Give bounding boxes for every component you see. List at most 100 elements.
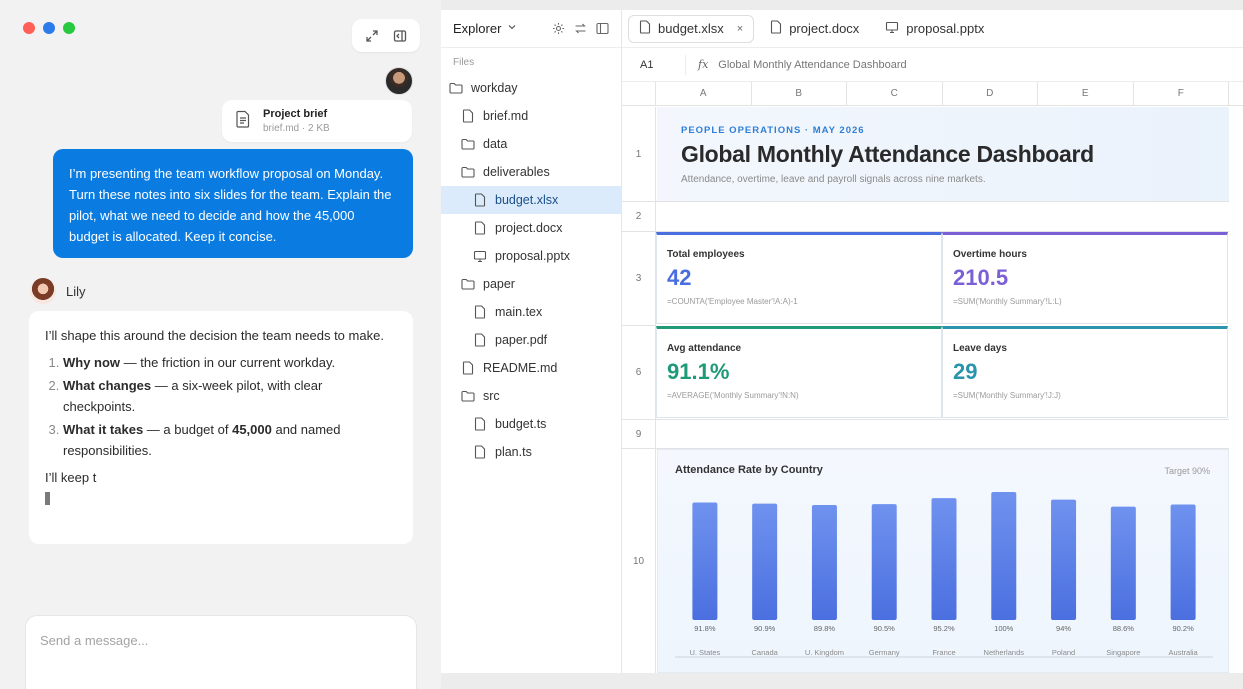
row-header[interactable]: 2: [622, 202, 656, 232]
tree-item[interactable]: paper: [441, 270, 621, 298]
column-header[interactable]: F: [1134, 82, 1229, 105]
row-header[interactable]: 3: [622, 232, 656, 326]
chart-bar[interactable]: [1110, 506, 1136, 620]
column-header[interactable]: C: [847, 82, 943, 105]
zoom-window-button[interactable]: [63, 22, 75, 34]
cell-reference[interactable]: A1: [622, 54, 686, 75]
category-label: France: [932, 648, 955, 657]
row-divider: [656, 201, 1229, 202]
category-label: Australia: [1169, 648, 1199, 657]
gear-icon[interactable]: [552, 22, 565, 35]
bar-value-label: 95.2%: [933, 624, 955, 633]
attachment-card[interactable]: Project brief brief.md · 2 KB: [222, 100, 412, 142]
formula-input[interactable]: Global Monthly Attendance Dashboard: [718, 58, 907, 71]
tab-proposal-pptx[interactable]: proposal.pptx: [875, 15, 994, 43]
row-header[interactable]: 1: [622, 107, 656, 202]
formula-bar: A1 fx Global Monthly Attendance Dashboar…: [622, 48, 1243, 82]
swap-icon[interactable]: [574, 22, 587, 35]
chart-bar[interactable]: [811, 505, 837, 620]
bar-value-label: 90.2%: [1172, 624, 1194, 633]
tree-item[interactable]: deliverables: [441, 158, 621, 186]
close-tab-icon[interactable]: ×: [736, 22, 744, 35]
file-icon: [473, 333, 487, 347]
tree-item[interactable]: brief.md: [441, 102, 621, 130]
row-header[interactable]: 9: [622, 420, 656, 449]
bar-value-label: 89.8%: [814, 624, 836, 633]
kpi-value: 29: [953, 359, 978, 384]
tree-item[interactable]: plan.ts: [441, 438, 621, 466]
composer: [25, 615, 417, 689]
kpi-card-total-employees[interactable]: Total employees 42 =COUNTA('Employee Mas…: [656, 232, 942, 324]
chart-bar[interactable]: [871, 504, 897, 620]
category-label: Singapore: [1106, 648, 1140, 657]
column-header[interactable]: B: [752, 82, 847, 105]
chart-bar[interactable]: [991, 492, 1017, 620]
chart-bar[interactable]: [692, 502, 718, 620]
banner-eyebrow: PEOPLE OPERATIONS · MAY 2026: [681, 125, 865, 136]
tree-item[interactable]: budget.ts: [441, 410, 621, 438]
assistant-header: Lily: [30, 278, 86, 304]
row-header[interactable]: 6: [622, 326, 656, 420]
sidebar-toggle-icon[interactable]: [391, 27, 409, 45]
kpi-label: Leave days: [953, 343, 1007, 354]
folder-icon: [461, 165, 475, 179]
assistant-partial: I’ll keep t: [45, 470, 97, 485]
tree-item[interactable]: src: [441, 382, 621, 410]
tree-item-label: data: [483, 137, 508, 151]
panel-icon[interactable]: [596, 22, 609, 35]
file-icon: [461, 361, 475, 375]
tree-item[interactable]: main.tex: [441, 298, 621, 326]
select-all-corner[interactable]: [622, 82, 656, 105]
tree-item[interactable]: paper.pdf: [441, 326, 621, 354]
explorer-title[interactable]: Explorer: [453, 21, 502, 36]
document-icon: [235, 110, 251, 133]
tree-item[interactable]: data: [441, 130, 621, 158]
close-window-button[interactable]: [23, 22, 35, 34]
column-header[interactable]: E: [1038, 82, 1134, 105]
tree-item[interactable]: proposal.pptx: [441, 242, 621, 270]
kpi-card-avg-attendance[interactable]: Avg attendance 91.1% =AVERAGE('Monthly S…: [656, 326, 942, 418]
tab-project-docx[interactable]: project.docx: [760, 15, 869, 43]
bar-value-label: 91.8%: [694, 624, 716, 633]
column-header[interactable]: A: [656, 82, 752, 105]
tab-budget-xlsx[interactable]: budget.xlsx ×: [628, 14, 755, 43]
kpi-card-overtime-hours[interactable]: Overtime hours 210.5 =SUM('Monthly Summa…: [942, 232, 1228, 324]
attendance-chart[interactable]: Attendance Rate by Country Target 90% 91…: [657, 449, 1229, 673]
tree-item[interactable]: project.docx: [441, 214, 621, 242]
window-tools: [352, 19, 420, 52]
tree-item[interactable]: budget.xlsx: [441, 186, 621, 214]
chat-pane: Project brief brief.md · 2 KB I’m presen…: [0, 0, 441, 689]
tree-item[interactable]: workday: [441, 74, 621, 102]
tree-item-label: brief.md: [483, 109, 529, 123]
chart-bar[interactable]: [752, 503, 778, 620]
assistant-intro: I’ll shape this around the decision the …: [45, 328, 384, 343]
bar-value-label: 88.6%: [1113, 624, 1135, 633]
tree-item[interactable]: README.md: [441, 354, 621, 382]
message-input[interactable]: [40, 633, 400, 648]
explorer-actions: [552, 22, 609, 35]
window-controls: [23, 22, 75, 34]
kpi-label: Total employees: [667, 249, 745, 260]
user-avatar: [385, 67, 413, 95]
chevron-down-icon[interactable]: [507, 22, 517, 35]
tree-item-label: budget.ts: [495, 417, 547, 431]
tree-item-label: project.docx: [495, 221, 563, 235]
assistant-avatar: [30, 278, 56, 304]
tree-item-label: paper: [483, 277, 515, 291]
bar-value-label: 90.9%: [754, 624, 776, 633]
kpi-card-leave-days[interactable]: Leave days 29 =SUM('Monthly Summary'!J:J…: [942, 326, 1228, 418]
file-icon: [473, 417, 487, 431]
chart-bar[interactable]: [931, 498, 957, 620]
bar-value-label: 94%: [1056, 624, 1071, 633]
column-header[interactable]: D: [943, 82, 1038, 105]
expand-icon[interactable]: [363, 27, 381, 45]
chart-bar[interactable]: [1170, 504, 1196, 620]
tree-item-label: paper.pdf: [495, 333, 548, 347]
kpi-value: 91.1%: [667, 359, 730, 384]
kpi-formula: =SUM('Monthly Summary'!J:J): [953, 391, 1061, 400]
row-header[interactable]: 10: [622, 449, 656, 673]
chart-bar[interactable]: [1051, 499, 1077, 620]
minimize-window-button[interactable]: [43, 22, 55, 34]
row-divider: [656, 419, 1229, 420]
tree-item-label: deliverables: [483, 165, 550, 179]
